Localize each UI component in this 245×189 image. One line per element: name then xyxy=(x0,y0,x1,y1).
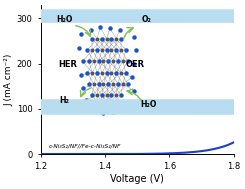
Y-axis label: J (mA cm⁻²): J (mA cm⁻²) xyxy=(5,53,14,106)
Circle shape xyxy=(0,101,245,105)
Circle shape xyxy=(0,13,245,17)
Circle shape xyxy=(0,105,245,109)
Circle shape xyxy=(0,19,245,23)
Circle shape xyxy=(0,107,245,111)
Text: H₂O: H₂O xyxy=(140,101,157,109)
Text: c-Ni₃S₂/NF//Fe-c-Ni₃S₂/NF: c-Ni₃S₂/NF//Fe-c-Ni₃S₂/NF xyxy=(49,144,121,149)
Circle shape xyxy=(0,10,245,14)
Circle shape xyxy=(0,103,245,107)
Text: O₂: O₂ xyxy=(142,15,152,24)
Text: H₂O: H₂O xyxy=(57,15,73,24)
Circle shape xyxy=(0,100,245,104)
Text: H₂: H₂ xyxy=(59,96,69,105)
Circle shape xyxy=(0,110,245,115)
Text: OER: OER xyxy=(126,60,145,69)
Circle shape xyxy=(0,15,245,19)
Circle shape xyxy=(0,16,245,20)
Text: HER: HER xyxy=(59,60,78,69)
Circle shape xyxy=(0,13,245,17)
X-axis label: Voltage (V): Voltage (V) xyxy=(110,174,164,184)
